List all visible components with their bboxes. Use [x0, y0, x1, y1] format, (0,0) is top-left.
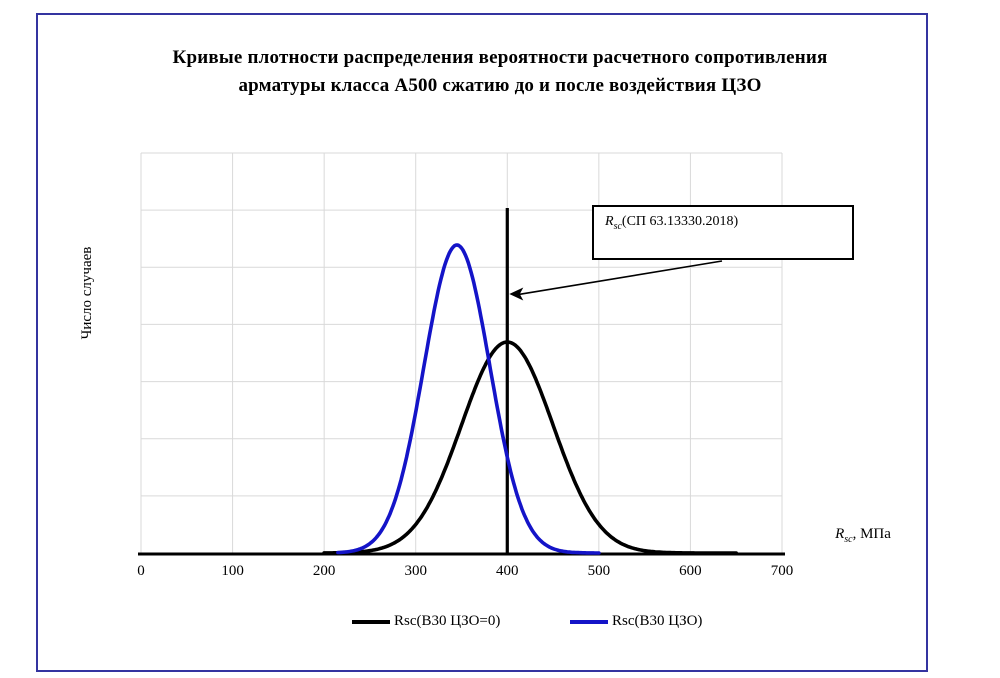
annotation-text: (СП 63.13330.2018)	[621, 214, 739, 229]
x-axis-title: Rsc, МПа	[808, 526, 918, 545]
x-tick-label: 200	[312, 563, 336, 579]
x-axis-title-suffix: , МПа	[852, 526, 891, 542]
annotation-arrowhead	[509, 287, 524, 301]
x-tick-label: 100	[221, 563, 244, 579]
legend-line-swatch-blue	[570, 619, 608, 624]
x-tick-label: 600	[679, 563, 702, 579]
legend-line-swatch-black	[352, 619, 390, 624]
annotation-subscript: sc	[613, 220, 622, 232]
legend-item-series-0: Rsc(В30 ЦЗО=0)	[352, 613, 500, 630]
annotation-arrow-line	[517, 260, 723, 296]
legend-label: Rsc(В30 ЦЗО=0)	[394, 613, 501, 629]
x-tick-label: 500	[587, 563, 611, 579]
legend-item-series-1: Rsc(В30 ЦЗО)	[570, 613, 702, 630]
x-tick-label: 300	[404, 563, 427, 579]
x-axis-title-subscript: sc	[844, 534, 853, 545]
chart-title-line2: арматуры класса А500 сжатию до и после в…	[238, 75, 762, 96]
chart-title: Кривые плотности распределения вероятнос…	[0, 44, 1000, 100]
x-tick-label: 0	[137, 563, 145, 579]
legend-label: Rsc(В30 ЦЗО)	[612, 613, 703, 629]
x-tick-label: 400	[496, 563, 519, 579]
chart-title-line1: Кривые плотности распределения вероятнос…	[172, 47, 828, 68]
annotation-box: Rsc(СП 63.13330.2018)	[592, 205, 854, 260]
chart-border-frame	[36, 13, 928, 672]
x-tick-label: 700	[770, 563, 794, 579]
annotation-symbol: R	[605, 214, 614, 229]
series-curve-1	[336, 243, 601, 555]
x-axis-title-symbol: R	[835, 526, 845, 542]
series-curve-0	[322, 340, 738, 555]
